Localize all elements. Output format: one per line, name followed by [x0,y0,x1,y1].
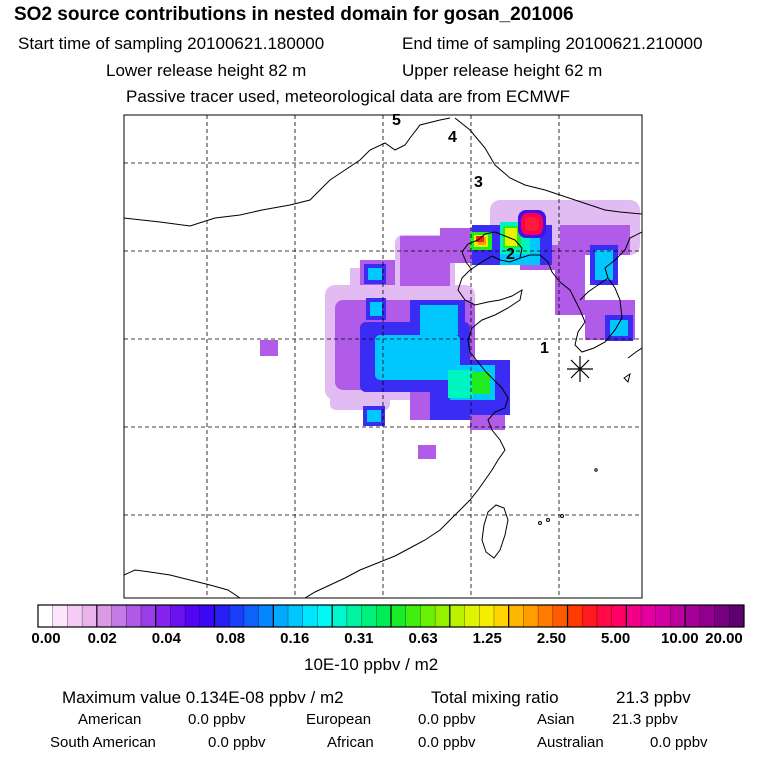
region-name-asian: Asian [537,711,575,728]
colorbar-cell [82,605,98,627]
region-name-european: European [306,711,372,728]
colorbar-cell [449,605,465,627]
colorbar-cell [199,605,215,627]
concentration-field [260,200,640,459]
colorbar-cell [214,605,230,627]
colorbar-cell [493,605,510,627]
map-title: SO2 source contributions in nested domai… [14,4,574,25]
colorbar-unit-label: 10E-10 ppbv / m2 [304,655,439,674]
colorbar-tick-label: 2.50 [536,630,567,647]
colorbar-cell [464,605,480,627]
colorbar-cell [155,605,171,627]
colorbar-cell [140,605,157,627]
colorbar-tick-label: 0.02 [87,630,117,647]
colorbar-cell [185,605,201,627]
colorbar-cell [714,605,730,627]
region-name-american: American [78,711,142,728]
colorbar-cell [346,605,362,627]
region-name-african: African [327,734,374,751]
colorbar [37,604,745,628]
colorbar-tick-label: 0.31 [344,630,374,647]
colorbar-cell [420,605,436,627]
colorbar-cell [567,605,583,627]
colorbar-cell [641,605,657,627]
region-value-australian: 0.0 ppbv [650,734,708,751]
colorbar-tick-label: 0.08 [215,630,246,647]
trajectory-label-4: 4 [448,129,457,146]
region-value-south-american: 0.0 ppbv [208,734,266,751]
colorbar-cell [479,605,495,627]
end-sampling-label: End time of sampling 20100621.210000 [402,34,703,53]
trajectory-label-1: 1 [540,340,549,357]
colorbar-cell [170,605,186,627]
region-value-american: 0.0 ppbv [188,711,246,728]
colorbar-cell [376,605,392,627]
lower-release-label: Lower release height 82 m [106,61,307,80]
colorbar-cell [391,605,407,627]
colorbar-cell [626,605,642,627]
colorbar-cell [699,605,715,627]
upper-release-label: Upper release height 62 m [402,61,603,80]
colorbar-tick-label: 20.00 [705,630,743,647]
colorbar-cell [508,605,524,627]
colorbar-cell [229,605,245,627]
trajectory-label-2: 2 [506,246,515,263]
total-mixing-label: Total mixing ratio [431,688,559,707]
colorbar-cell [685,605,701,627]
colorbar-cell [729,605,745,627]
colorbar-cell [405,605,421,627]
colorbar-cell [582,605,598,627]
region-value-european: 0.0 ppbv [418,711,476,728]
tracer-note: Passive tracer used, meteorological data… [126,87,571,106]
colorbar-cell [332,605,348,627]
colorbar-cell [67,605,83,627]
colorbar-cell [361,605,377,627]
colorbar-cell [670,605,686,627]
colorbar-cell [611,605,627,627]
region-name-south-american: South American [50,734,156,751]
colorbar-tick-label: 1.25 [472,630,502,647]
colorbar-cell [435,605,451,627]
maximum-value-label: Maximum value 0.134E-08 ppbv / m2 [62,688,344,707]
colorbar-cell [302,605,318,627]
trajectory-label-3: 3 [474,174,483,191]
region-value-asian: 21.3 ppbv [612,711,678,728]
map-gridlines [124,115,642,598]
colorbar-cell [538,605,554,627]
colorbar-tick-label: 5.00 [601,630,631,647]
colorbar-tick-label: 0.04 [151,630,181,647]
start-sampling-label: Start time of sampling 20100621.180000 [18,34,325,53]
colorbar-tick-label: 10.00 [661,630,699,647]
trajectory-label-5: 5 [392,112,401,129]
colorbar-tick-label: 0.63 [408,630,438,647]
total-mixing-value: 21.3 ppbv [616,688,691,707]
colorbar-cell [96,605,112,627]
colorbar-cell [111,605,127,627]
colorbar-cell [243,605,260,627]
colorbar-cell [523,605,539,627]
region-value-african: 0.0 ppbv [418,734,476,751]
colorbar-cell [596,605,613,627]
region-name-australian: Australian [537,734,604,751]
coastlines [124,117,642,598]
colorbar-cell [126,605,142,627]
colorbar-tick-label: 0.16 [280,630,310,647]
colorbar-cell [552,605,568,627]
colorbar-tick-label: 0.00 [31,630,61,647]
receptor-star-icon [567,356,593,382]
colorbar-cell [258,605,274,627]
colorbar-cell [655,605,671,627]
colorbar-cell [317,605,333,627]
colorbar-cell [38,605,54,627]
colorbar-cell [52,605,68,627]
colorbar-cell [288,605,304,627]
colorbar-cell [273,605,289,627]
